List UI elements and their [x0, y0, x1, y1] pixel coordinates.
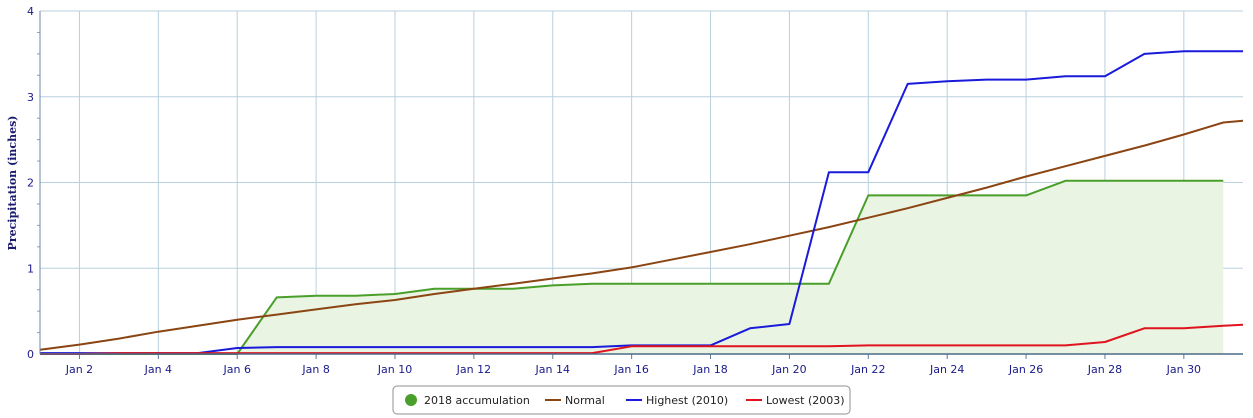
legend-item-label[interactable]: Highest (2010) [646, 394, 728, 407]
x-tick-label: Jan 26 [1008, 363, 1043, 376]
x-tick-label: Jan 8 [301, 363, 329, 376]
x-tick-label: Jan 16 [613, 363, 648, 376]
x-tick-label: Jan 20 [771, 363, 806, 376]
series-line-normal[interactable] [39, 119, 1244, 351]
x-tick-label: Jan 10 [377, 363, 412, 376]
area-layer [40, 180, 1224, 354]
x-tick-label: Jan 4 [144, 363, 172, 376]
x-tick-label: Jan 6 [222, 363, 250, 376]
series-area-2018-accumulation [40, 180, 1224, 354]
y-tick-label: 2 [27, 177, 34, 190]
x-tick-label: Jan 12 [456, 363, 491, 376]
legend-box [392, 385, 851, 415]
series-line-lowest-2003[interactable] [40, 323, 1244, 355]
axes: Jan 2 Jan 4 Jan 6 Jan 8 Jan 10 Jan 12 Jan 14 Ja… [27, 5, 1243, 376]
y-tick-label: 1 [27, 262, 34, 275]
x-tick-label: Jan 22 [850, 363, 885, 376]
legend-marker-circle[interactable] [405, 394, 417, 406]
x-tick-label: Jan 2 [65, 363, 93, 376]
y-axis-label: Precipitation (inches) [6, 116, 19, 251]
legend-item-label[interactable]: Normal [565, 394, 605, 407]
x-tick-label: Jan 24 [929, 363, 964, 376]
y-tick-label: 4 [27, 5, 34, 18]
x-tick-label: Jan 28 [1087, 363, 1122, 376]
y-tick-label: 0 [27, 348, 34, 361]
x-tick-label: Jan 14 [535, 363, 570, 376]
legend: 2018 accumulation Normal Highest (2010) Low… [392, 385, 851, 415]
legend-item-label[interactable]: Lowest (2003) [766, 394, 845, 407]
x-tick-label: Jan 18 [692, 363, 727, 376]
x-tick-label: Jan 30 [1166, 363, 1201, 376]
legend-item-label[interactable]: 2018 accumulation [424, 394, 530, 407]
y-tick-label: 3 [27, 91, 34, 104]
